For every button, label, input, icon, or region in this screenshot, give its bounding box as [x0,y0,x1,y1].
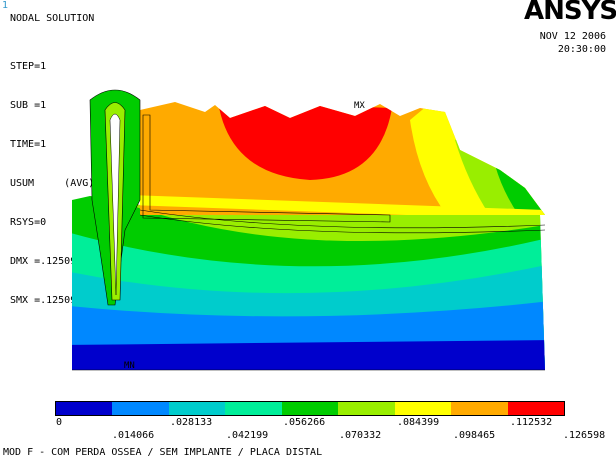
window-number: 1 [2,0,9,11]
bone-section [72,196,545,370]
ansys-logo: ANSYS [524,0,616,26]
time-text: 20:30:00 [557,44,606,55]
legend-label: .028133 [170,417,213,428]
legend-label: .056266 [283,417,326,428]
legend-swatch [168,402,226,415]
date-text: NOV 12 2006 [539,31,606,42]
info-dmx: DMX =.125099 [10,256,83,267]
legend-label: .084399 [397,417,440,428]
legend-swatch [394,402,452,415]
legend-label: .070332 [339,430,382,441]
crown-section [140,102,545,215]
contour-plot [72,89,546,371]
solution-info: STEP=1 SUB =1 TIME=1 USUM (AVG) RSYS=0 D… [10,34,94,320]
legend-swatch [338,402,395,415]
legend-swatch [451,402,508,415]
info-sub: SUB =1 [10,100,47,111]
legend-swatch [281,402,339,415]
max-marker: MX [354,101,365,111]
legend-swatch [112,402,169,415]
legend-label: .042199 [226,430,269,441]
legend-swatch [507,402,564,415]
legend-swatch [56,402,113,415]
legend-label: .014066 [112,430,155,441]
color-legend-bar [55,401,565,416]
info-step: STEP=1 [10,61,47,72]
min-marker: MN [124,361,135,371]
legend-label: .112532 [510,417,553,428]
legend-swatch [225,402,282,415]
legend-label: 0 [56,417,63,428]
info-rsys: RSYS=0 [10,217,47,228]
info-usum: USUM (AVG) [10,178,95,189]
info-time: TIME=1 [10,139,47,150]
footer-title: MOD F - COM PERDA OSSEA / SEM IMPLANTE /… [3,447,323,458]
legend-label: .126598 [563,430,606,441]
legend-label: .098465 [453,430,496,441]
plot-title: NODAL SOLUTION [10,13,95,24]
info-smx: SMX =.125099 [10,295,83,306]
